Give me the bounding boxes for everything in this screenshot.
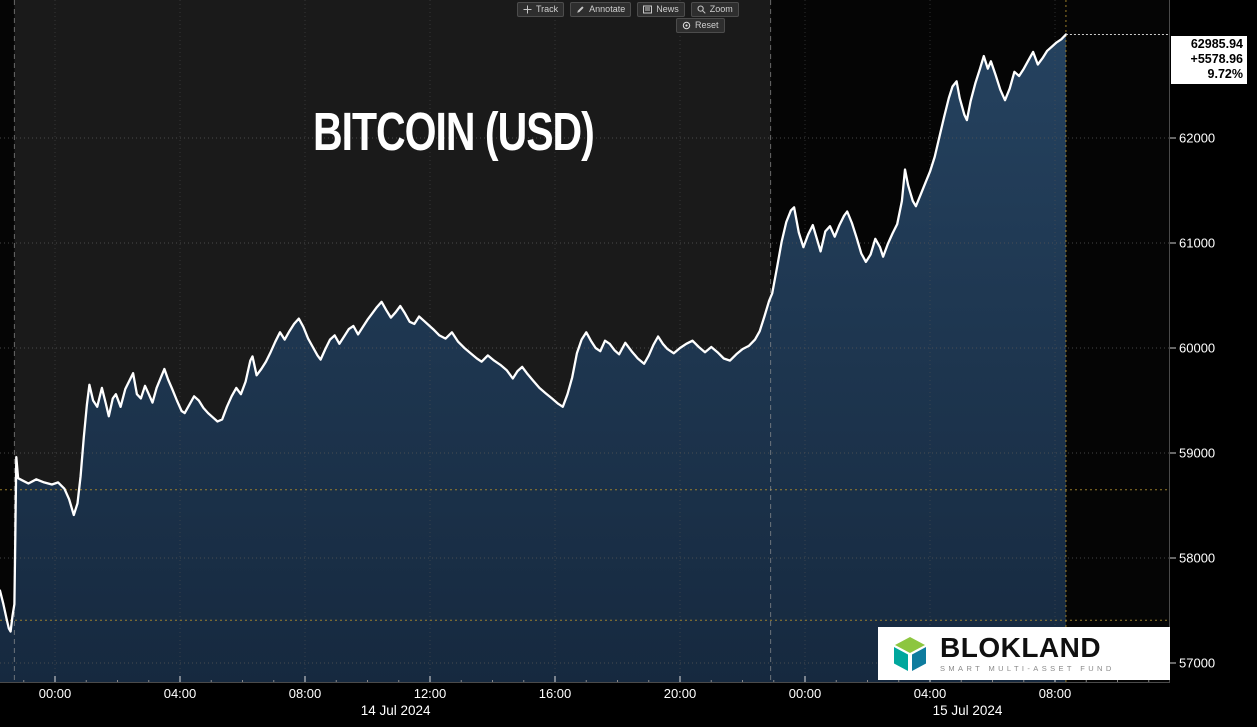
annotate-button-label: Annotate xyxy=(589,4,626,14)
reset-icon xyxy=(682,21,691,30)
logo-wordmark: BLOKLAND xyxy=(940,632,1102,663)
y-axis-label-text: 62000 xyxy=(1179,130,1216,146)
blokland-logo: BLOKLAND SMART MULTI-ASSET FUND xyxy=(878,627,1170,680)
y-axis-tick xyxy=(1170,662,1176,664)
y-axis-label: 58000 xyxy=(1170,551,1215,566)
price-change-value: +5578.96 xyxy=(1190,52,1243,66)
y-axis-label: 62000 xyxy=(1170,130,1215,145)
date-label: 14 Jul 2024 xyxy=(360,703,431,718)
y-axis-tick xyxy=(1170,347,1176,349)
x-axis: 00:00 04:00 08:00 12:00 16:00 20:00 00:00 04:00… xyxy=(0,684,1170,702)
x-axis-label: 08:00 xyxy=(288,686,322,701)
annotate-button[interactable]: Annotate xyxy=(570,2,632,17)
date-label: 15 Jul 2024 xyxy=(932,703,1003,718)
y-axis: 57000 58000 59000 60000 61000 62000 xyxy=(1170,0,1257,683)
x-axis-label: 04:00 xyxy=(163,686,197,701)
zoom-button-label: Zoom xyxy=(709,4,733,14)
y-axis-label-text: 61000 xyxy=(1179,235,1216,251)
y-axis-label: 59000 xyxy=(1170,446,1215,461)
y-axis-tick xyxy=(1170,557,1176,559)
y-axis-tick xyxy=(1170,452,1176,454)
x-axis-label: 00:00 xyxy=(788,686,822,701)
last-price-box: 62985.94 +5578.96 9.72% xyxy=(1171,36,1247,84)
y-axis-label-text: 58000 xyxy=(1179,550,1216,566)
logo-text: BLOKLAND SMART MULTI-ASSET FUND xyxy=(940,632,1115,674)
crosshair-icon xyxy=(523,5,532,14)
news-button-label: News xyxy=(656,4,679,14)
x-axis-label: 04:00 xyxy=(913,686,947,701)
chart-title: BITCOIN (USD) xyxy=(313,101,595,162)
y-axis-tick xyxy=(1170,137,1176,139)
last-price-value: 62985.94 xyxy=(1190,37,1243,51)
zoom-button[interactable]: Zoom xyxy=(690,2,739,17)
reset-button[interactable]: Reset xyxy=(676,18,725,33)
y-axis-tick xyxy=(1170,242,1176,244)
date-axis: 14 Jul 2024 15 Jul 2024 xyxy=(0,703,1170,721)
price-area xyxy=(0,34,1066,683)
price-chart[interactable] xyxy=(0,0,1170,683)
y-axis-label: 61000 xyxy=(1170,235,1215,250)
reset-button-label: Reset xyxy=(695,20,719,30)
x-axis-label: 20:00 xyxy=(663,686,697,701)
news-button[interactable]: News xyxy=(637,2,685,17)
chart-toolbar: Track Annotate News Zoom xyxy=(517,2,739,17)
x-axis-label: 16:00 xyxy=(538,686,572,701)
price-line xyxy=(0,33,1068,633)
logo-subtitle: SMART MULTI-ASSET FUND xyxy=(940,664,1115,673)
y-axis-label-text: 57000 xyxy=(1179,655,1216,671)
y-axis-label-text: 60000 xyxy=(1179,340,1216,356)
news-icon xyxy=(643,5,653,14)
magnifier-icon xyxy=(697,5,706,14)
x-axis-label: 08:00 xyxy=(1038,686,1072,701)
cube-logo-icon xyxy=(894,636,926,671)
y-axis-label: 57000 xyxy=(1170,656,1215,671)
price-change-percent: 9.72% xyxy=(1207,67,1243,81)
x-axis-label: 00:00 xyxy=(38,686,72,701)
track-button[interactable]: Track xyxy=(517,2,565,17)
y-axis-label: 60000 xyxy=(1170,341,1215,356)
track-button-label: Track xyxy=(536,4,559,14)
pencil-icon xyxy=(577,6,584,13)
y-axis-label-text: 59000 xyxy=(1179,445,1216,461)
x-axis-label: 12:00 xyxy=(413,686,447,701)
